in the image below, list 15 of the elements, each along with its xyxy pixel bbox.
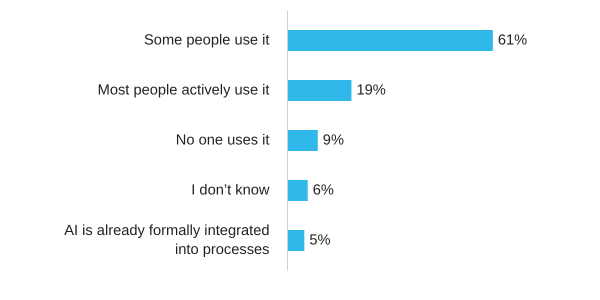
bar (288, 80, 352, 101)
y-tick-label: Some people use it (144, 32, 270, 48)
data-label: 61% (498, 32, 528, 48)
y-tick-label: I don’t know (191, 182, 270, 198)
y-tick-label: AI is already formally integrated into processes (64, 222, 270, 258)
bar (288, 30, 493, 51)
data-label: 9% (322, 132, 344, 148)
data-label: 6% (312, 182, 334, 198)
y-tick-label: Most people actively use it (98, 82, 270, 98)
data-label: 19% (356, 82, 386, 98)
data-label: 5% (309, 232, 331, 248)
y-tick-label: No one uses it (176, 132, 270, 148)
bar (288, 180, 308, 201)
bar (288, 130, 318, 151)
bar (288, 230, 304, 251)
